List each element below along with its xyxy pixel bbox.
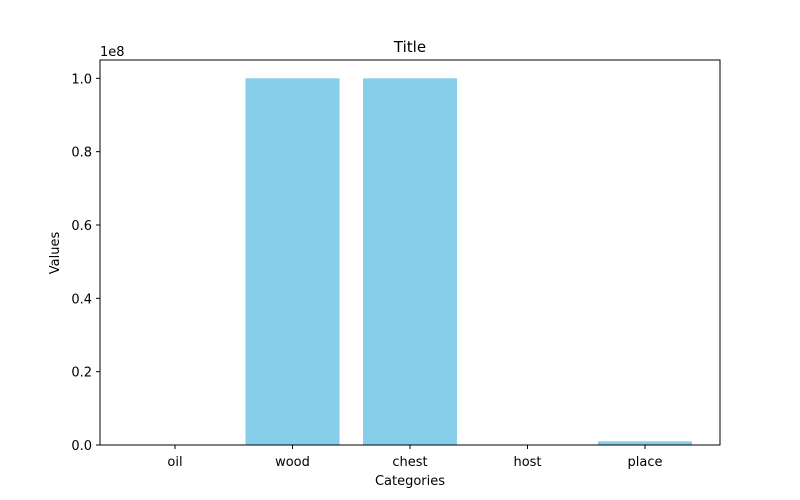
bar-place [598, 441, 692, 445]
y-tick-label: 0.4 [71, 292, 92, 307]
bars-group [245, 78, 692, 446]
bar-chest [363, 78, 457, 446]
x-tick-label: oil [167, 455, 182, 470]
y-tick-label: 0.8 [71, 146, 92, 161]
y-scale-label: 1e8 [100, 45, 125, 60]
x-tick-label: wood [275, 455, 310, 470]
plot-frame [99, 59, 721, 446]
y-ticks-group: 0.0 0.2 0.4 0.6 0.8 1.0 [71, 72, 100, 454]
y-tick-label: 1.0 [71, 72, 92, 87]
x-tick-label: chest [392, 455, 427, 470]
chart-title: Title [393, 38, 426, 56]
x-tick-label: place [628, 455, 663, 470]
y-tick-label: 0.0 [71, 439, 92, 454]
y-axis-label: Values [48, 232, 63, 275]
x-axis-label: Categories [375, 474, 445, 489]
x-ticks-group: oil wood chest host place [167, 445, 662, 470]
y-tick-label: 0.2 [71, 366, 92, 381]
x-tick-label: host [513, 455, 541, 470]
y-tick-label: 0.6 [71, 219, 92, 234]
bar-wood [245, 78, 340, 446]
